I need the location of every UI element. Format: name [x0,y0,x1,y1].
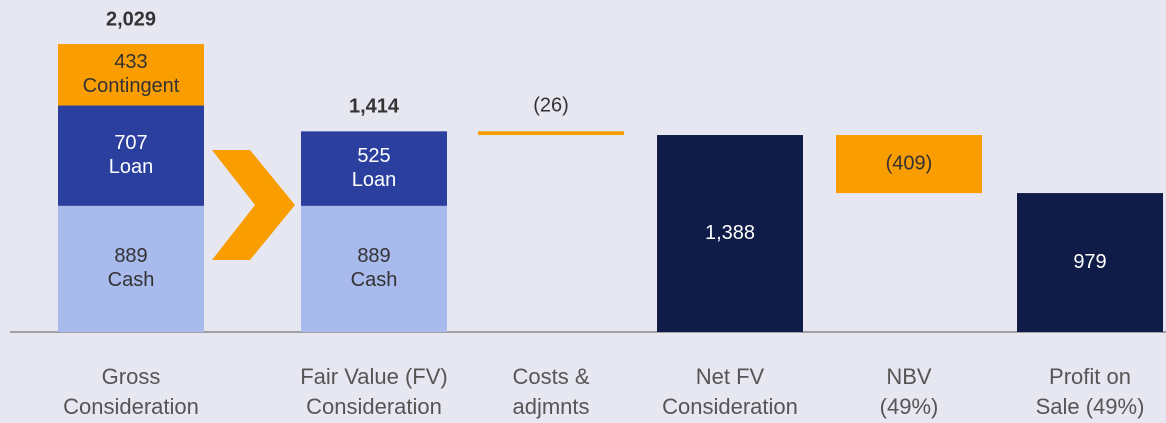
category-label: Profit on Sale (49%) [1035,364,1145,419]
total-label: 1,388 [705,222,755,244]
segment-value: 889 [357,245,390,267]
total-label: 979 [1073,251,1106,273]
total-bar [657,135,803,332]
segment-value: 889 [114,245,147,267]
bar-segment [301,205,447,332]
segment-value: 525 [357,145,390,167]
segment-name: Cash [108,269,155,291]
change-label: (409) [886,152,933,174]
change-bar [478,131,624,136]
total-bar [1017,193,1163,332]
segment-name: Loan [352,169,397,191]
bar-segment [58,105,204,206]
arrow [212,150,295,260]
category-label: Costs & adjmnts [512,364,590,419]
segment-name: Cash [351,269,398,291]
change-label: (26) [533,95,569,117]
segment-name: Contingent [83,75,180,97]
bar-segment [301,131,447,206]
category-label: NBV (49%) [879,364,939,419]
category-label: Net FV Consideration [662,364,798,419]
segment-value: 707 [114,132,147,154]
segment-name: Loan [109,156,154,178]
change-bar [836,135,982,194]
category-label: Fair Value (FV) Consideration [300,364,448,419]
segment-value: 433 [114,51,147,73]
category-label: Gross Consideration [63,364,199,419]
stack-total: 2,029 [106,8,156,30]
bar-segment [58,44,204,106]
stack-total: 1,414 [349,96,400,118]
bar-segment [58,205,204,332]
